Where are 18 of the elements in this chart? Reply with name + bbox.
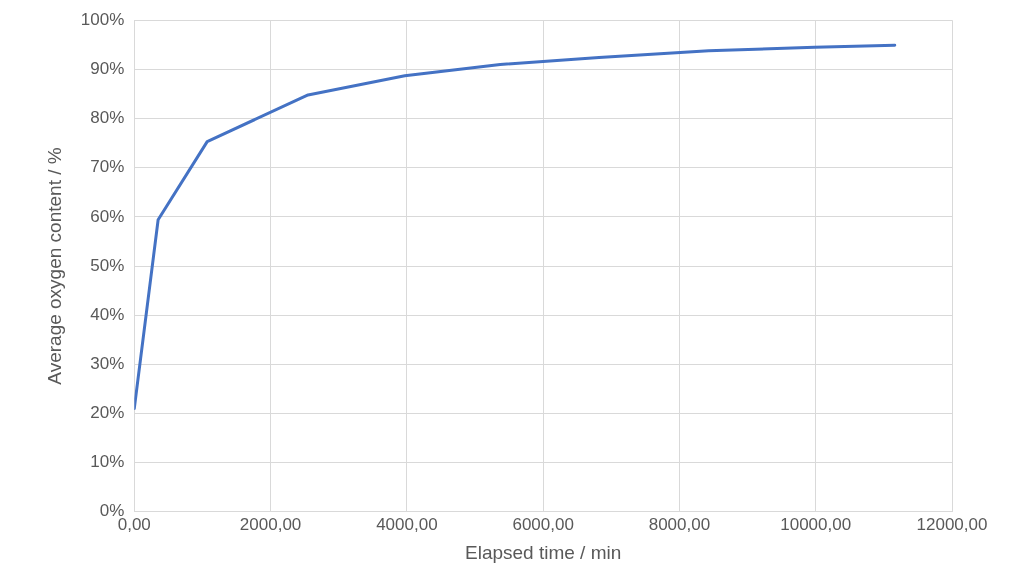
y-tick-label: 60% [90,206,125,226]
y-tick-label: 40% [90,304,125,324]
x-axis-title: Elapsed time / min [464,541,622,563]
y-tick-label: 30% [90,354,125,374]
y-axis-title: Average oxygen content / % [43,147,65,385]
x-tick-label: 12000,00 [916,514,988,534]
y-tick-label: 70% [90,157,125,177]
y-tick-label: 90% [90,59,125,79]
x-tick-label: 6000,00 [512,514,574,534]
x-tick-label: 10000,00 [780,514,852,534]
y-tick-label: 50% [90,255,125,275]
y-tick-label: 10% [90,452,125,472]
x-tick-label: 4000,00 [376,514,438,534]
y-tick-label: 80% [90,108,125,128]
x-tick-label: 8000,00 [648,514,711,534]
x-tick-label: 2000,00 [239,514,302,534]
y-tick-label: 20% [90,403,125,423]
y-tick-label: 100% [80,9,125,29]
